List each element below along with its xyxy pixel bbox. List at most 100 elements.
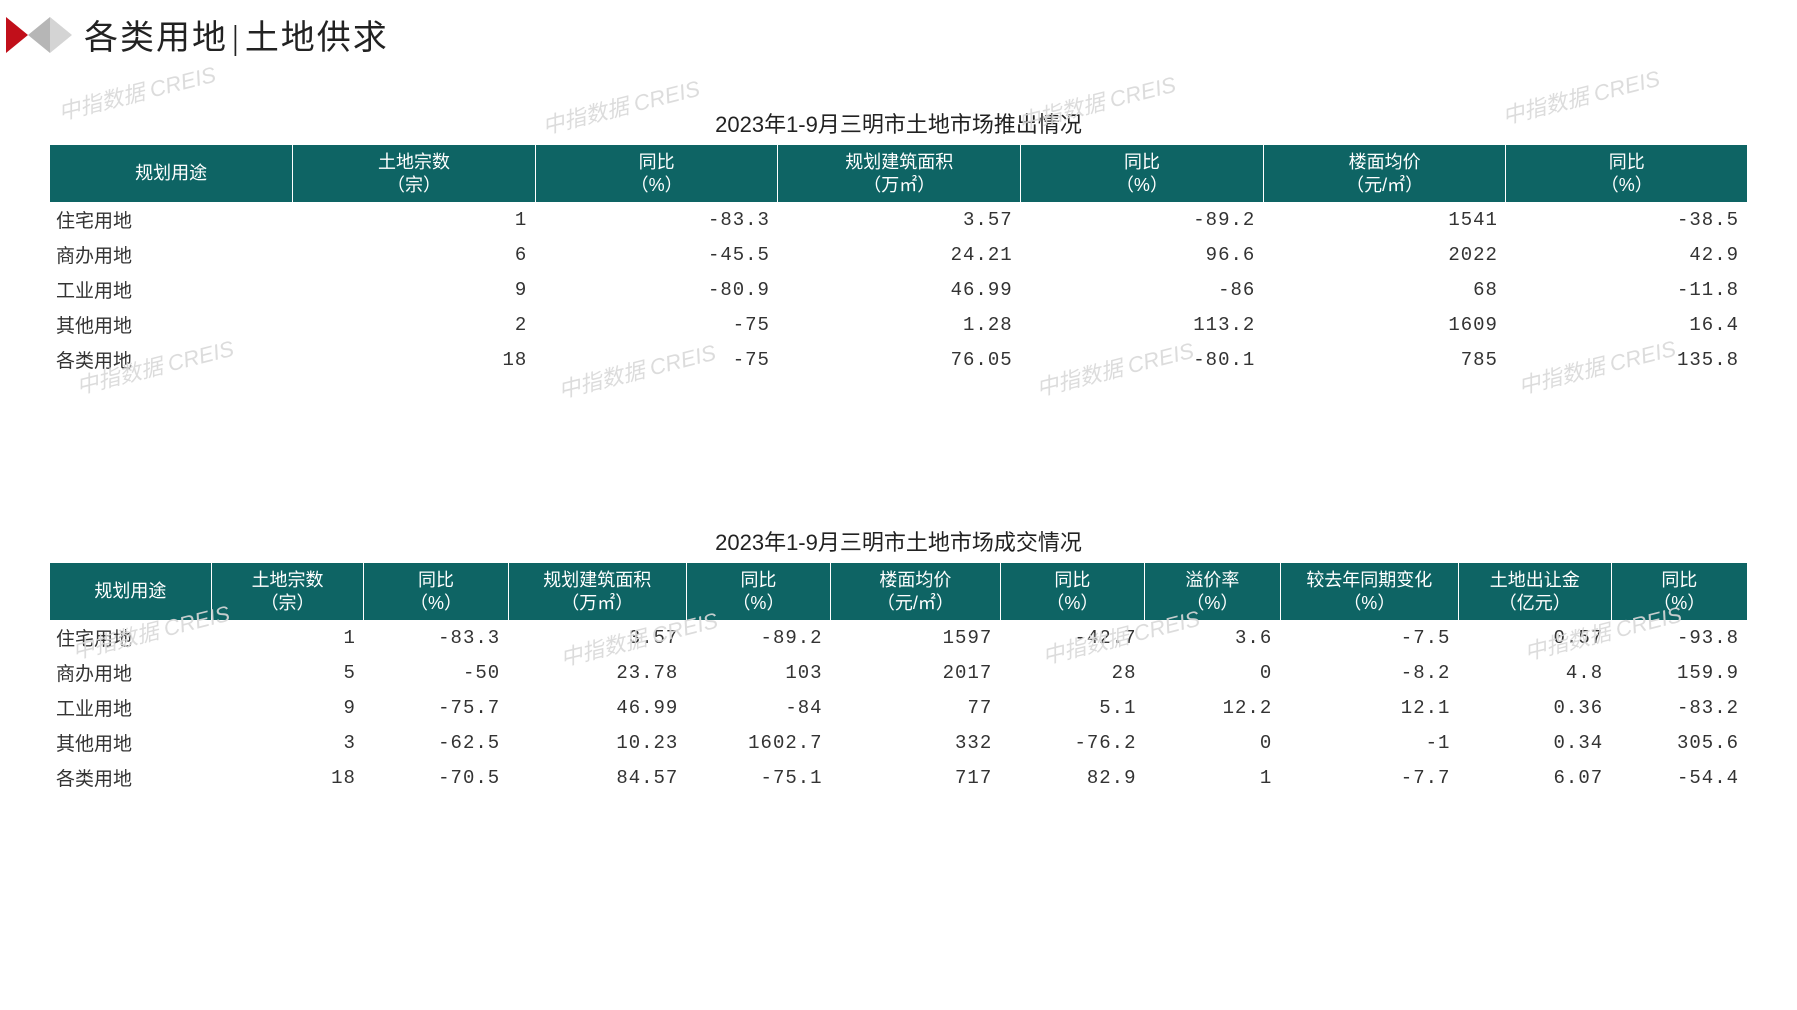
deal-col-4: 同比（%） — [686, 563, 830, 620]
deal-col-9: 土地出让金（亿元） — [1458, 563, 1611, 620]
supply-cell: 135.8 — [1506, 342, 1747, 377]
table1-title: 2023年1-9月三明市土地市场推出情况 — [50, 107, 1747, 139]
deal-cell: 1602.7 — [686, 725, 830, 760]
deal-cell: -8.2 — [1280, 655, 1458, 690]
supply-col-5: 楼面均价（元/㎡） — [1263, 145, 1506, 202]
deal-col-7: 溢价率（%） — [1144, 563, 1280, 620]
deal-cell: 18 — [211, 760, 364, 795]
deal-col-5: 楼面均价（元/㎡） — [831, 563, 1001, 620]
deal-cell: -89.2 — [686, 620, 830, 655]
supply-cell: 2022 — [1263, 237, 1506, 272]
supply-row: 其他用地2-751.28113.2160916.4 — [50, 307, 1747, 342]
supply-row-label: 商办用地 — [50, 237, 293, 272]
deal-col-1: 土地宗数（宗） — [211, 563, 364, 620]
page-title: 各类用地|土地供求 — [84, 10, 389, 59]
supply-cell: 3.57 — [778, 202, 1021, 237]
deal-cell: -62.5 — [364, 725, 508, 760]
deal-cell: 3.6 — [1144, 620, 1280, 655]
supply-cell: -75 — [535, 307, 778, 342]
supply-cell: -11.8 — [1506, 272, 1747, 307]
deal-cell: 82.9 — [1000, 760, 1144, 795]
deal-row-label: 其他用地 — [50, 725, 211, 760]
land-supply-table: 规划用途土地宗数（宗）同比（%）规划建筑面积（万㎡）同比（%）楼面均价（元/㎡）… — [50, 145, 1747, 377]
supply-cell: 9 — [293, 272, 536, 307]
supply-row-label: 其他用地 — [50, 307, 293, 342]
deal-row-label: 商办用地 — [50, 655, 211, 690]
deal-col-6: 同比（%） — [1000, 563, 1144, 620]
deal-cell: 1 — [1144, 760, 1280, 795]
supply-cell: 68 — [1263, 272, 1506, 307]
supply-cell: 2 — [293, 307, 536, 342]
brand-logo — [6, 17, 76, 53]
deal-cell: 159.9 — [1611, 655, 1747, 690]
supply-cell: 1 — [293, 202, 536, 237]
deal-cell: 5.1 — [1000, 690, 1144, 725]
supply-col-2: 同比（%） — [535, 145, 778, 202]
supply-cell: -89.2 — [1021, 202, 1264, 237]
supply-col-4: 同比（%） — [1021, 145, 1264, 202]
deal-cell: 12.2 — [1144, 690, 1280, 725]
deal-col-10: 同比（%） — [1611, 563, 1747, 620]
deal-cell: -83.3 — [364, 620, 508, 655]
deal-row-label: 工业用地 — [50, 690, 211, 725]
deal-cell: -54.4 — [1611, 760, 1747, 795]
deal-cell: 5 — [211, 655, 364, 690]
deal-cell: 305.6 — [1611, 725, 1747, 760]
supply-col-0: 规划用途 — [50, 145, 293, 202]
deal-cell: 0.57 — [1458, 620, 1611, 655]
supply-cell: 1609 — [1263, 307, 1506, 342]
deal-cell: -83.2 — [1611, 690, 1747, 725]
supply-col-6: 同比（%） — [1506, 145, 1747, 202]
supply-cell: 46.99 — [778, 272, 1021, 307]
supply-cell: 1541 — [1263, 202, 1506, 237]
supply-cell: -80.9 — [535, 272, 778, 307]
supply-cell: 76.05 — [778, 342, 1021, 377]
supply-cell: -75 — [535, 342, 778, 377]
deal-cell: 23.78 — [508, 655, 686, 690]
supply-cell: 96.6 — [1021, 237, 1264, 272]
deal-cell: 28 — [1000, 655, 1144, 690]
deal-cell: 10.23 — [508, 725, 686, 760]
deal-cell: 0 — [1144, 655, 1280, 690]
deal-cell: -7.7 — [1280, 760, 1458, 795]
deal-cell: -93.8 — [1611, 620, 1747, 655]
deal-cell: 3 — [211, 725, 364, 760]
deal-cell: 3.57 — [508, 620, 686, 655]
supply-cell: 18 — [293, 342, 536, 377]
supply-row: 各类用地18-7576.05-80.1785135.8 — [50, 342, 1747, 377]
supply-row: 工业用地9-80.946.99-8668-11.8 — [50, 272, 1747, 307]
supply-row-label: 工业用地 — [50, 272, 293, 307]
deal-cell: 103 — [686, 655, 830, 690]
deal-cell: 77 — [831, 690, 1001, 725]
deal-col-3: 规划建筑面积（万㎡） — [508, 563, 686, 620]
deal-cell: 332 — [831, 725, 1001, 760]
land-deal-table: 规划用途土地宗数（宗）同比（%）规划建筑面积（万㎡）同比（%）楼面均价（元/㎡）… — [50, 563, 1747, 795]
supply-cell: 6 — [293, 237, 536, 272]
deal-cell: -50 — [364, 655, 508, 690]
deal-cell: -75.1 — [686, 760, 830, 795]
title-left: 各类用地 — [84, 20, 228, 57]
supply-row-label: 住宅用地 — [50, 202, 293, 237]
supply-row: 住宅用地1-83.33.57-89.21541-38.5 — [50, 202, 1747, 237]
deal-row: 商办用地5-5023.781032017280-8.24.8159.9 — [50, 655, 1747, 690]
deal-col-0: 规划用途 — [50, 563, 211, 620]
deal-cell: -84 — [686, 690, 830, 725]
supply-cell: 113.2 — [1021, 307, 1264, 342]
supply-cell: -86 — [1021, 272, 1264, 307]
supply-col-3: 规划建筑面积（万㎡） — [778, 145, 1021, 202]
deal-cell: 12.1 — [1280, 690, 1458, 725]
supply-cell: -45.5 — [535, 237, 778, 272]
deal-row: 其他用地3-62.510.231602.7332-76.20-10.34305.… — [50, 725, 1747, 760]
deal-cell: 84.57 — [508, 760, 686, 795]
deal-col-2: 同比（%） — [364, 563, 508, 620]
table2-title: 2023年1-9月三明市土地市场成交情况 — [50, 525, 1747, 557]
deal-cell: 1597 — [831, 620, 1001, 655]
supply-cell: 785 — [1263, 342, 1506, 377]
table2-section: 2023年1-9月三明市土地市场成交情况 规划用途土地宗数（宗）同比（%）规划建… — [0, 525, 1797, 795]
deal-row: 工业用地9-75.746.99-84775.112.212.10.36-83.2 — [50, 690, 1747, 725]
title-right: 土地供求 — [245, 20, 389, 57]
deal-cell: 717 — [831, 760, 1001, 795]
deal-cell: 1 — [211, 620, 364, 655]
deal-cell: -1 — [1280, 725, 1458, 760]
supply-cell: -38.5 — [1506, 202, 1747, 237]
